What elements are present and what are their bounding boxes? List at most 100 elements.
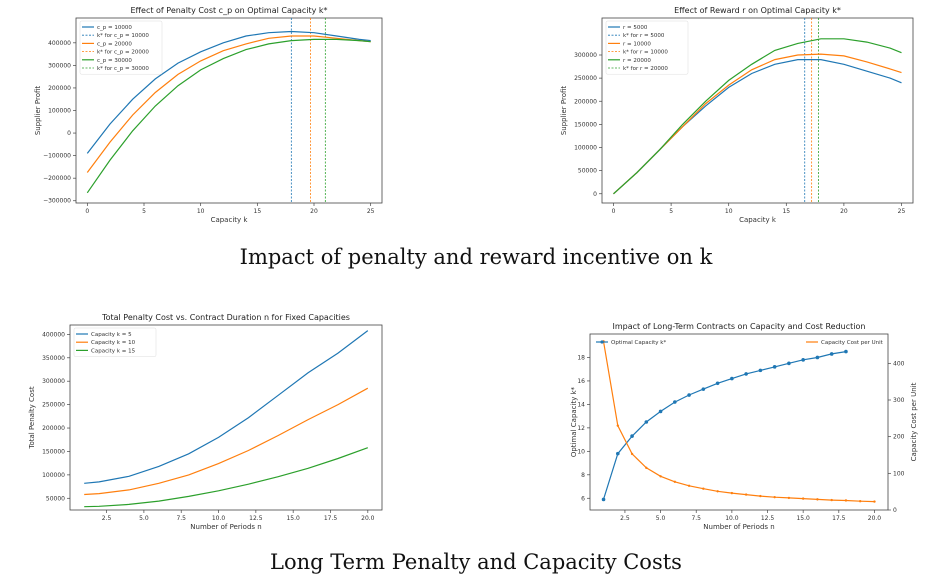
x-tick-label: 15.0 — [286, 515, 300, 522]
x-axis-label: Capacity k — [211, 216, 249, 224]
y-tick-label: 250000 — [574, 75, 597, 82]
y-tick-label: 100000 — [48, 108, 71, 115]
x-tick-label: 2.5 — [620, 515, 630, 522]
data-point — [772, 365, 777, 369]
y-tick-label: 300000 — [48, 62, 71, 69]
y-tick-label: 200000 — [574, 98, 597, 105]
y-right-tick-label: 100 — [893, 470, 905, 477]
y-axis-label: Supplier Profit — [34, 86, 42, 136]
data-point — [702, 487, 705, 490]
data-point — [744, 372, 748, 376]
data-point — [844, 499, 848, 502]
y-tick-label: −100000 — [43, 153, 71, 160]
data-point — [687, 393, 691, 397]
y-right-tick-label: 0 — [893, 507, 897, 514]
series-line-2 — [602, 341, 875, 503]
x-axis-label: Number of Periods n — [703, 523, 774, 531]
legend-label: k* for r = 5000 — [623, 33, 665, 39]
legend-label: r = 20000 — [623, 58, 651, 64]
legend-label: k* for r = 10000 — [623, 50, 668, 56]
legend-box — [73, 327, 157, 357]
legend-label: k* for c_p = 30000 — [97, 66, 149, 72]
x-tick-label: 0 — [612, 208, 616, 215]
data-point — [716, 490, 719, 493]
x-tick-label: 5 — [669, 208, 673, 215]
series-line-3 — [84, 447, 369, 508]
data-point — [715, 381, 720, 386]
data-point — [644, 420, 649, 424]
y-tick-label: 100000 — [574, 145, 597, 152]
chart-title: Effect of Reward r on Optimal Capacity k… — [674, 6, 841, 15]
legend-label: k* for c_p = 10000 — [97, 33, 149, 39]
x-tick-label: 25 — [898, 208, 906, 215]
legend-label-right: Capacity Cost per Unit — [821, 340, 884, 346]
legend-box — [605, 20, 689, 75]
x-tick-label: 17.5 — [832, 515, 846, 522]
y-tick-label: 18 — [577, 354, 585, 361]
data-point — [658, 409, 663, 414]
chart-long-term-contracts: Impact of Long-Term Contracts on Capacit… — [570, 322, 918, 531]
legend-marker-left — [600, 340, 604, 344]
chart-penalty-effect: Effect of Penalty Cost c_p on Optimal Ca… — [34, 6, 383, 224]
chart-total-penalty-cost: Total Penalty Cost vs. Contract Duration… — [28, 313, 383, 531]
y-tick-label: 400000 — [48, 40, 71, 47]
data-point — [730, 376, 734, 381]
data-point — [801, 497, 805, 500]
chart-title: Impact of Long-Term Contracts on Capacit… — [613, 322, 866, 331]
series-line-1 — [86, 30, 371, 154]
y-tick-label: 200000 — [48, 85, 71, 92]
x-axis-label: Capacity k — [739, 216, 777, 224]
data-point — [801, 358, 805, 362]
data-point — [687, 484, 691, 487]
x-tick-label: 20.0 — [868, 515, 882, 522]
x-tick-label: 15 — [254, 208, 262, 215]
legend-label: Capacity k = 10 — [91, 340, 136, 346]
data-point — [616, 424, 620, 427]
y-tick-label: 50000 — [46, 495, 65, 502]
data-point — [616, 451, 620, 456]
data-point — [873, 500, 876, 503]
y-tick-label: 250000 — [42, 402, 65, 409]
x-tick-label: 12.5 — [761, 515, 775, 522]
data-point — [630, 434, 634, 438]
legend-box — [79, 20, 163, 75]
caption-top: Impact of penalty and reward incentive o… — [240, 245, 713, 269]
legend-label: c_p = 20000 — [97, 41, 132, 47]
data-point — [701, 387, 706, 391]
y-tick-label: 0 — [593, 191, 597, 198]
legend-label: r = 5000 — [623, 25, 648, 31]
data-point — [844, 349, 848, 354]
data-point — [601, 497, 606, 502]
data-point — [673, 400, 677, 404]
y-tick-label: −300000 — [43, 198, 71, 205]
data-point — [773, 495, 776, 499]
data-point — [787, 496, 791, 500]
series-line-2 — [86, 35, 371, 173]
y-tick-label: 150000 — [42, 448, 65, 455]
series-line-2 — [84, 387, 369, 496]
y-tick-label: 200000 — [42, 425, 65, 432]
chart-title: Total Penalty Cost vs. Contract Duration… — [101, 313, 350, 322]
data-point — [659, 475, 662, 478]
series-line-1 — [602, 351, 846, 500]
legend-label: k* for r = 20000 — [623, 66, 668, 72]
y-tick-label: 0 — [67, 130, 71, 137]
x-tick-label: 7.5 — [691, 515, 701, 522]
y-tick-label: −200000 — [43, 175, 71, 182]
legend-label: Capacity k = 15 — [91, 348, 136, 354]
x-tick-label: 25 — [367, 208, 375, 215]
data-point — [816, 498, 819, 501]
x-tick-label: 17.5 — [324, 515, 338, 522]
series-line-1 — [84, 330, 369, 484]
data-point — [673, 480, 677, 483]
x-tick-label: 5.0 — [656, 515, 666, 522]
data-point — [830, 498, 833, 502]
legend-label: r = 10000 — [623, 41, 651, 47]
data-point — [858, 500, 862, 503]
y-right-tick-label: 200 — [893, 434, 905, 441]
y-tick-label: 400000 — [42, 331, 65, 338]
y-axis-label-right: Capacity Cost per Unit — [910, 382, 918, 461]
y-tick-label: 100000 — [42, 472, 65, 479]
x-tick-label: 15.0 — [796, 515, 810, 522]
data-point — [787, 361, 791, 366]
